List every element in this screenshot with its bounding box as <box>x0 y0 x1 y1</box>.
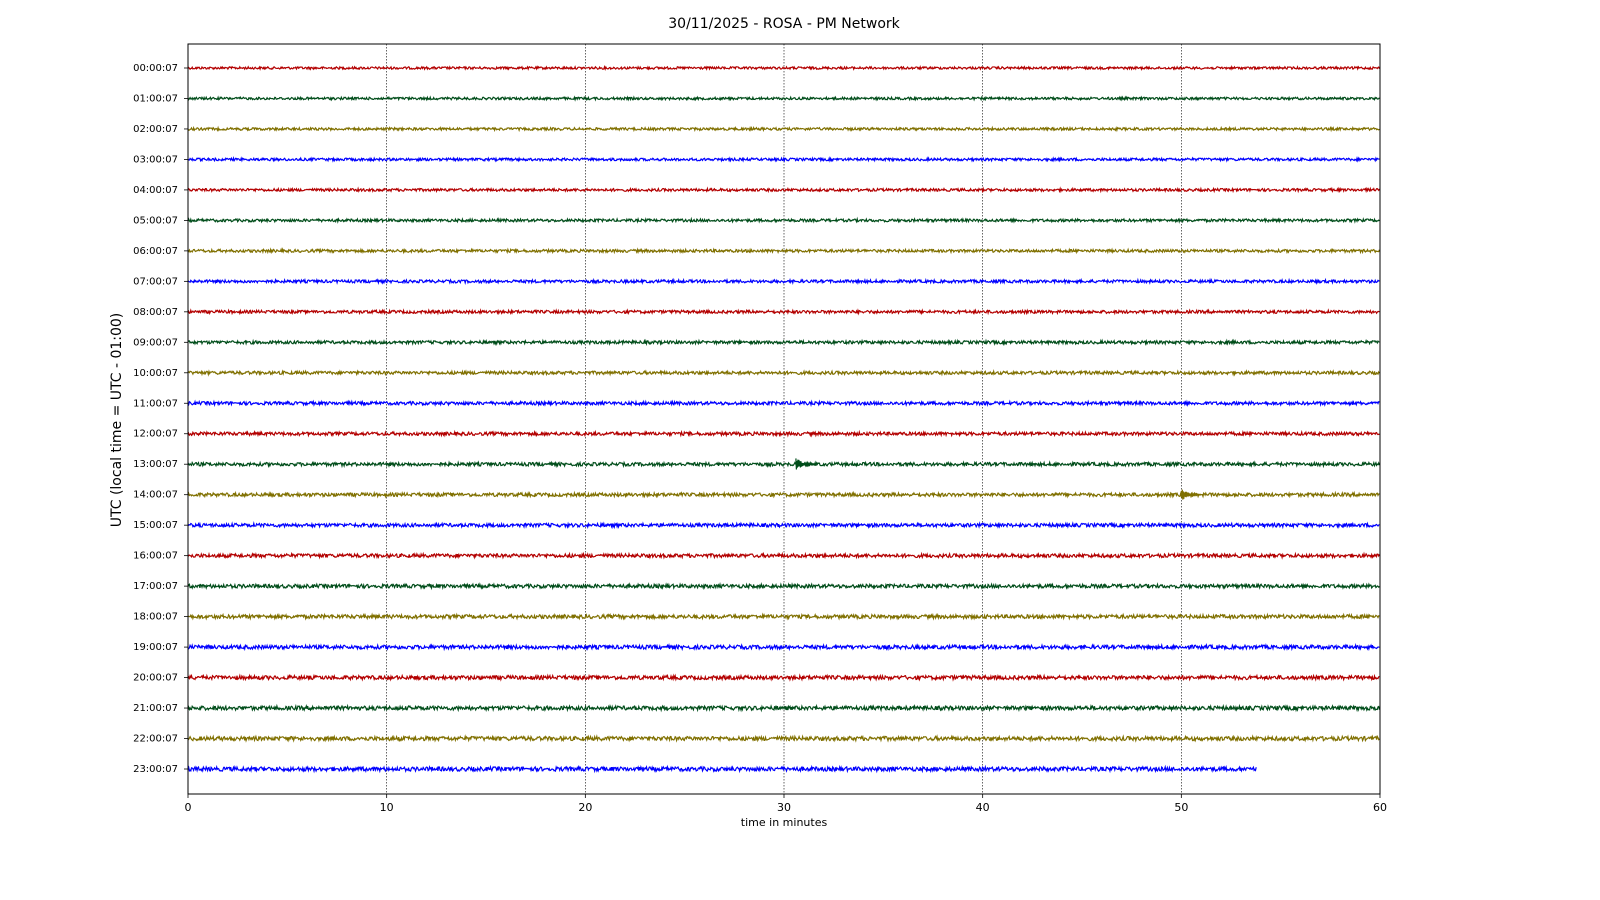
x-tick-label: 0 <box>185 801 192 814</box>
y-tick-label: 11:00:07 <box>133 398 178 409</box>
trace <box>187 156 1380 163</box>
y-tick-label: 10:00:07 <box>133 368 178 379</box>
y-tick-label: 06:00:07 <box>133 246 178 257</box>
trace <box>187 247 1380 255</box>
chart-title: 30/11/2025 - ROSA - PM Network <box>668 16 900 32</box>
y-tick-label: 15:00:07 <box>133 520 178 531</box>
y-tick-label: 20:00:07 <box>133 673 178 684</box>
trace <box>187 673 1380 682</box>
trace <box>187 186 1380 194</box>
trace <box>187 429 1380 438</box>
y-tick-label: 19:00:07 <box>133 642 178 653</box>
trace <box>187 581 1380 591</box>
y-axis-label: UTC (local time = UTC - 01:00) <box>109 313 125 528</box>
x-axis-label: time in minutes <box>741 816 828 829</box>
x-tick-label: 20 <box>578 801 592 814</box>
trace <box>187 490 1380 499</box>
trace <box>187 338 1380 347</box>
x-tick-label: 50 <box>1174 801 1188 814</box>
y-tick-label: 23:00:07 <box>133 764 178 775</box>
y-tick-label: 22:00:07 <box>133 734 178 745</box>
y-tick-label: 00:00:07 <box>133 63 178 74</box>
y-tick-label: 04:00:07 <box>133 185 178 196</box>
x-tick-label: 30 <box>777 801 791 814</box>
trace <box>187 95 1380 102</box>
trace <box>187 642 1380 652</box>
seismic-event <box>795 458 816 470</box>
x-tick-label: 10 <box>380 801 394 814</box>
y-tick-label: 03:00:07 <box>133 154 178 165</box>
trace <box>187 368 1380 377</box>
y-tick-label: 17:00:07 <box>133 581 178 592</box>
trace <box>187 764 1257 774</box>
trace <box>187 277 1380 286</box>
y-tick-label: 13:00:07 <box>133 459 178 470</box>
y-tick-label: 12:00:07 <box>133 429 178 440</box>
y-tick-label: 09:00:07 <box>133 337 178 348</box>
y-tick-label: 08:00:07 <box>133 307 178 318</box>
trace <box>187 308 1380 316</box>
trace <box>187 216 1380 224</box>
trace <box>187 734 1380 743</box>
trace <box>187 703 1380 713</box>
y-tick-label: 05:00:07 <box>133 215 178 226</box>
trace <box>187 460 1380 469</box>
y-tick-label: 16:00:07 <box>133 551 178 562</box>
y-tick-label: 21:00:07 <box>133 703 178 714</box>
y-tick-label: 18:00:07 <box>133 612 178 623</box>
trace <box>187 612 1380 621</box>
trace <box>187 521 1380 530</box>
y-tick-label: 02:00:07 <box>133 124 178 135</box>
seismic-event <box>1180 489 1202 500</box>
plot-frame <box>187 43 1381 795</box>
trace <box>187 64 1380 72</box>
trace <box>187 551 1380 560</box>
y-tick-label: 07:00:07 <box>133 276 178 287</box>
trace <box>187 399 1380 408</box>
y-tick-label: 01:00:07 <box>133 93 178 104</box>
x-tick-label: 60 <box>1373 801 1387 814</box>
x-tick-label: 40 <box>976 801 990 814</box>
y-tick-label: 14:00:07 <box>133 490 178 501</box>
trace <box>187 125 1380 133</box>
